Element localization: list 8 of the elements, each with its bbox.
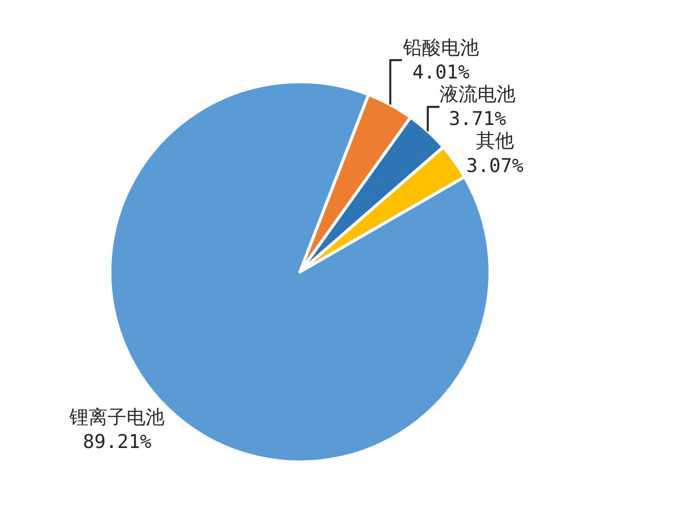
slice-label: 其他 — [476, 130, 514, 152]
data-label: 4.01% — [412, 62, 470, 84]
data-label: 3.71% — [448, 108, 507, 130]
data-label: 3.07% — [466, 154, 524, 177]
data-label: 89.21% — [82, 431, 152, 454]
slice-label: 锂离子电池 — [68, 406, 165, 428]
slice-label: 液流电池 — [439, 84, 516, 106]
slice-label: 铅酸电池 — [402, 36, 479, 59]
